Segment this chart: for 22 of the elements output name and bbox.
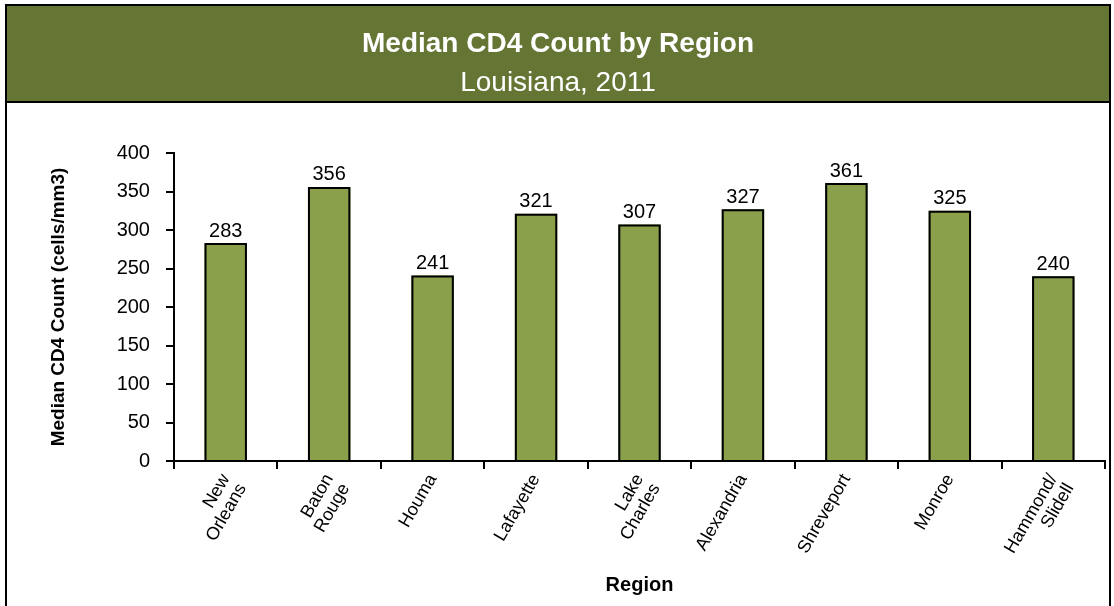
y-tick-label: 350 bbox=[116, 179, 150, 202]
chart-title: Median CD4 Count by Region bbox=[361, 26, 755, 60]
y-axis-title: Median CD4 Count (cells/mm3) bbox=[46, 167, 68, 447]
data-label: 361 bbox=[829, 158, 864, 181]
y-tick-label: 100 bbox=[116, 371, 150, 394]
data-label: 241 bbox=[415, 250, 450, 273]
data-label: 321 bbox=[519, 189, 553, 212]
x-axis-title: Region bbox=[605, 572, 674, 595]
y-tick-label: 250 bbox=[116, 256, 150, 279]
data-label: 307 bbox=[622, 200, 657, 223]
data-label: 325 bbox=[933, 186, 967, 209]
data-label: 240 bbox=[1036, 251, 1070, 274]
y-tick-label: 300 bbox=[116, 217, 150, 240]
y-tick-label: 150 bbox=[116, 333, 150, 356]
y-tick-label: 200 bbox=[116, 294, 150, 317]
data-label: 356 bbox=[312, 162, 346, 185]
y-tick-label: 0 bbox=[138, 448, 150, 471]
data-label: 327 bbox=[726, 184, 760, 207]
chart-subtitle: Louisiana, 2011 bbox=[459, 65, 657, 99]
data-label: 283 bbox=[209, 218, 243, 241]
y-tick-label: 400 bbox=[116, 140, 150, 163]
y-tick-label: 50 bbox=[127, 410, 150, 433]
